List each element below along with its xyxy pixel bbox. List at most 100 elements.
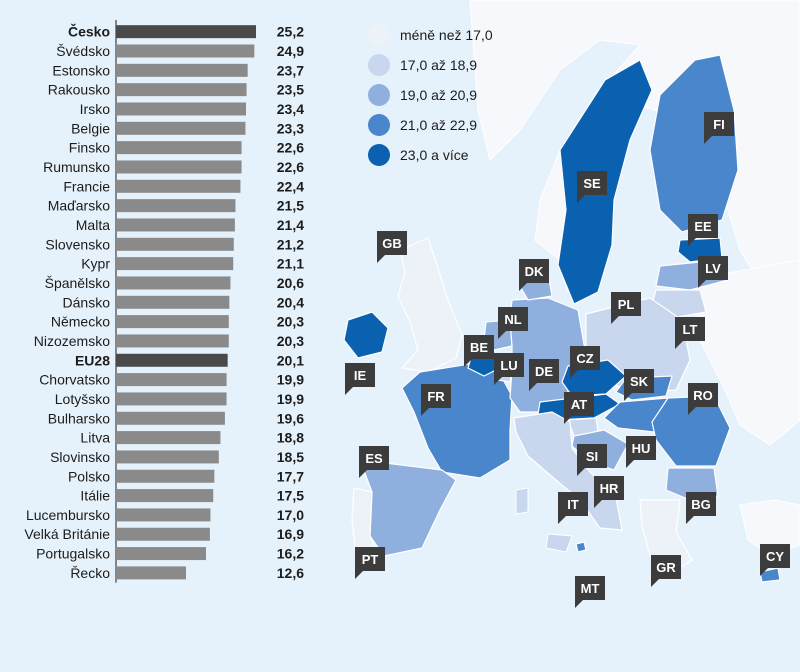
map-tag-label: RO <box>693 388 713 403</box>
map-tag-box <box>611 292 641 324</box>
map-tag-box <box>698 256 728 288</box>
map-tag-label: BE <box>470 340 488 355</box>
category-label: Maďarsko <box>48 198 111 214</box>
category-label: Dánsko <box>63 294 111 310</box>
map-tag-hu: HU <box>626 436 656 468</box>
legend-swatch <box>368 84 390 106</box>
map-tag-pt: PT <box>355 547 385 579</box>
bar-0 <box>116 25 256 39</box>
bar-25 <box>116 508 211 522</box>
value-label: 17,0 <box>277 507 304 523</box>
map-tag-box <box>564 392 594 424</box>
value-label: 23,5 <box>277 82 304 98</box>
category-label: Bulharsko <box>48 410 110 426</box>
map-tag-box <box>624 369 654 401</box>
country-ie <box>343 311 389 359</box>
legend-swatch <box>368 144 390 166</box>
category-label: Řecko <box>70 565 110 581</box>
map-tag-box <box>688 383 718 415</box>
value-label: 18,5 <box>277 449 304 465</box>
map-tag-label: BG <box>691 497 711 512</box>
map-tag-label: SI <box>586 449 598 464</box>
value-label: 12,6 <box>277 565 304 581</box>
map-tag-lt: LT <box>675 317 705 349</box>
map-tag-label: DE <box>535 364 553 379</box>
category-label: Belgie <box>71 120 110 136</box>
category-label: Velká Británie <box>24 526 110 542</box>
map-tag-label: PL <box>618 297 635 312</box>
category-label: Německo <box>51 314 110 330</box>
bar-28 <box>116 566 186 580</box>
bar-26 <box>116 527 210 541</box>
map-tag-label: SE <box>583 176 601 191</box>
value-label: 20,1 <box>277 352 304 368</box>
value-label: 20,6 <box>277 275 304 291</box>
value-label: 16,9 <box>277 526 304 542</box>
map-tag-gr: GR <box>651 555 681 587</box>
map-tag-box <box>498 307 528 339</box>
map-tag-pl: PL <box>611 292 641 324</box>
category-label: Francie <box>63 178 110 194</box>
country-mt <box>575 541 587 553</box>
value-label: 16,2 <box>277 546 304 562</box>
bar-chart: Česko 25,2 Švédsko 24,9 Estonsko 23,7 Rakousko… <box>24 20 304 583</box>
bar-20 <box>116 411 225 425</box>
map-tag-box <box>359 446 389 478</box>
category-label: Polsko <box>68 468 110 484</box>
map-tag-se: SE <box>577 171 607 203</box>
map-tag-box <box>529 359 559 391</box>
value-label: 22,4 <box>277 178 304 194</box>
value-label: 23,3 <box>277 120 304 136</box>
category-label: Portugalsko <box>36 546 110 562</box>
map-tag-gb: GB <box>377 231 407 263</box>
value-label: 17,7 <box>277 468 304 484</box>
category-label: Rakousko <box>48 82 110 98</box>
map-tag-label: CZ <box>576 351 593 366</box>
value-label: 24,9 <box>277 43 304 59</box>
map-tag-cy: CY <box>760 544 790 576</box>
map-tag-label: FR <box>427 389 445 404</box>
map-tag-box <box>464 335 494 367</box>
category-label: Česko <box>68 23 110 40</box>
country-it-island <box>545 533 573 553</box>
map-tag-label: ES <box>365 451 383 466</box>
map-tag-label: HU <box>632 441 651 456</box>
bar-8 <box>116 179 241 193</box>
map-tag-label: AT <box>571 397 587 412</box>
map-tag-box <box>355 547 385 579</box>
map-tag-box <box>626 436 656 468</box>
bar-24 <box>116 489 214 503</box>
map-tag-at: AT <box>564 392 594 424</box>
category-label: Estonsko <box>52 62 110 78</box>
value-label: 17,5 <box>277 488 304 504</box>
value-label: 21,2 <box>277 236 304 252</box>
country-fi <box>649 54 739 233</box>
map-tag-label: MT <box>581 581 600 596</box>
value-label: 19,9 <box>277 391 304 407</box>
map-tag-label: HR <box>600 481 619 496</box>
map-tag-label: NL <box>504 312 521 327</box>
map-tag-label: FI <box>713 117 725 132</box>
map-tag-cz: CZ <box>570 346 600 378</box>
map-tag-sk: SK <box>624 369 654 401</box>
bar-21 <box>116 431 221 445</box>
map-tag-fr: FR <box>421 384 451 416</box>
map-tag-label: IT <box>567 497 579 512</box>
bar-14 <box>116 295 230 309</box>
map-tag-box <box>570 346 600 378</box>
bar-13 <box>116 276 231 290</box>
bar-19 <box>116 392 227 406</box>
map-tag-box <box>345 363 375 395</box>
map-tag-box <box>519 259 549 291</box>
value-label: 22,6 <box>277 140 304 156</box>
value-label: 20,4 <box>277 294 304 310</box>
map-tag-ee: EE <box>688 214 718 246</box>
bar-9 <box>116 199 236 213</box>
bar-1 <box>116 44 255 58</box>
legend-label: 17,0 až 18,9 <box>400 57 477 73</box>
map-tag-mt: MT <box>575 576 605 608</box>
category-label: Litva <box>80 430 110 446</box>
bar-10 <box>116 218 235 232</box>
bar-6 <box>116 141 242 155</box>
